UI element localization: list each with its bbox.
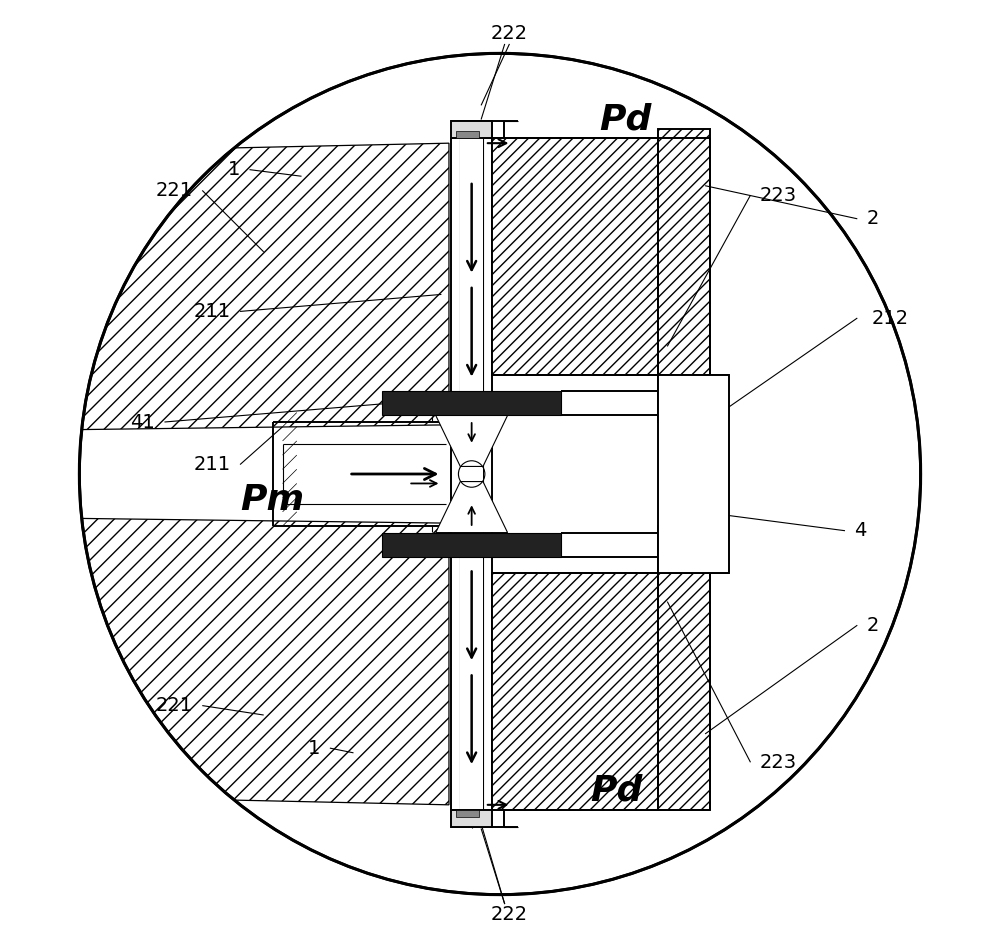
- Bar: [658, 526, 710, 810]
- Text: 211: 211: [193, 455, 231, 474]
- Text: 221: 221: [156, 181, 193, 200]
- Text: Pm: Pm: [240, 483, 304, 517]
- Text: 1: 1: [228, 160, 240, 179]
- Bar: [451, 121, 492, 138]
- Bar: [382, 391, 561, 415]
- Text: 4: 4: [854, 521, 867, 540]
- Text: 221: 221: [156, 696, 193, 715]
- Text: 211: 211: [193, 301, 231, 321]
- Bar: [492, 574, 658, 810]
- Bar: [658, 129, 710, 422]
- Polygon shape: [436, 415, 508, 466]
- Bar: [658, 374, 729, 574]
- Bar: [382, 533, 561, 557]
- Bar: [456, 811, 479, 817]
- Text: 41: 41: [130, 412, 155, 431]
- Text: 223: 223: [760, 753, 797, 772]
- Polygon shape: [82, 519, 449, 805]
- Text: 2: 2: [867, 616, 879, 635]
- Text: 1: 1: [308, 738, 320, 757]
- Text: 222: 222: [491, 24, 528, 43]
- Text: 222: 222: [491, 905, 528, 924]
- Polygon shape: [436, 482, 508, 533]
- Bar: [451, 810, 492, 827]
- Text: 223: 223: [760, 186, 797, 205]
- Text: Pd: Pd: [599, 102, 652, 137]
- Bar: [460, 138, 483, 810]
- Text: 212: 212: [871, 308, 909, 328]
- Bar: [492, 138, 658, 374]
- Bar: [456, 131, 479, 137]
- Text: 2: 2: [867, 210, 879, 228]
- Polygon shape: [82, 143, 449, 429]
- Text: Pd: Pd: [590, 774, 642, 808]
